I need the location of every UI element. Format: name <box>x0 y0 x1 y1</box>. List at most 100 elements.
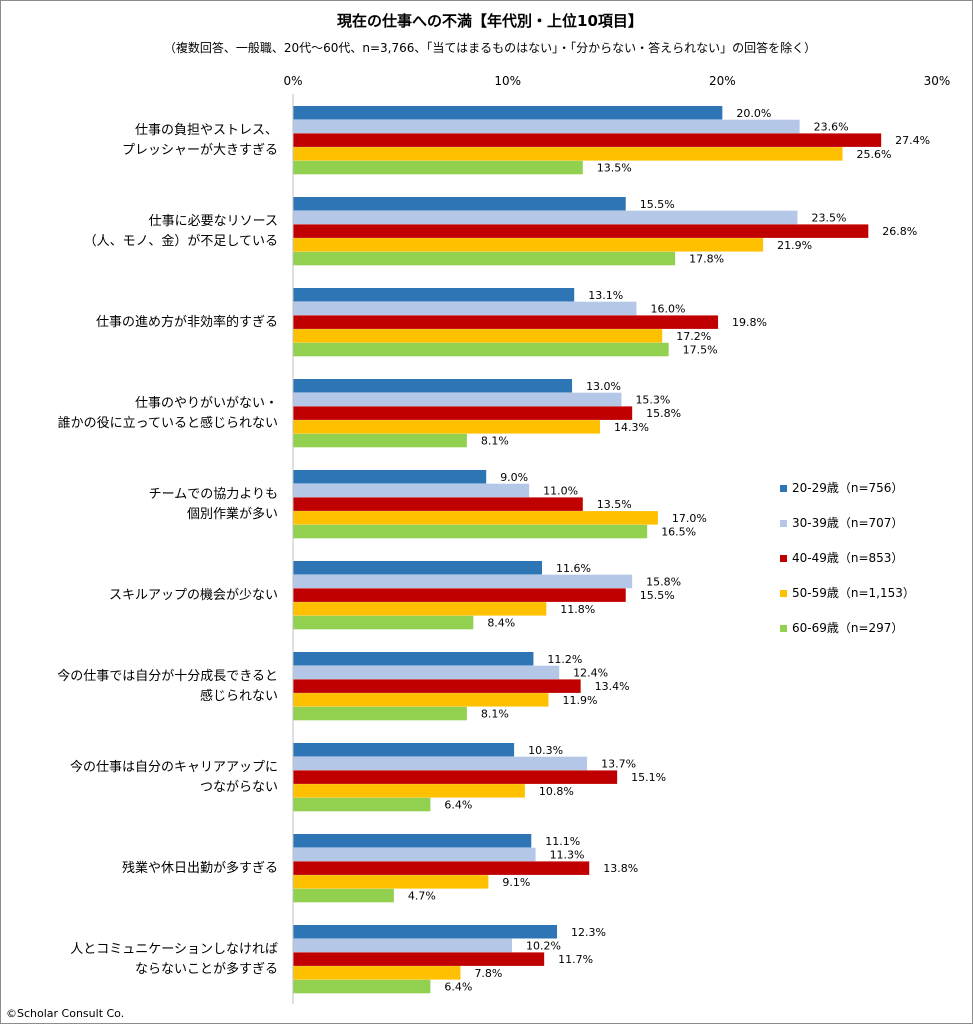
category-label: 仕事のやりがいがない・誰かの役に立っていると感じられない <box>58 396 278 431</box>
category-label-line: 今の仕事では自分が十分成長できると <box>57 668 278 684</box>
bar <box>293 497 583 511</box>
x-tick-label: 0% <box>283 74 302 88</box>
bar <box>293 797 431 812</box>
x-tick-label: 30% <box>924 74 951 88</box>
data-label: 10.3% <box>528 744 563 757</box>
bar <box>293 147 843 161</box>
bar <box>293 615 474 630</box>
legend-label: 50-59歳（n=1,153） <box>792 586 915 600</box>
data-label: 15.8% <box>646 407 681 420</box>
data-label: 15.8% <box>646 575 681 588</box>
data-label: 4.7% <box>408 890 436 903</box>
bar <box>293 524 648 539</box>
legend-swatch <box>780 590 787 597</box>
data-label: 10.2% <box>526 939 561 952</box>
bar <box>293 966 461 980</box>
data-label: 16.0% <box>650 302 685 315</box>
bar <box>293 847 536 862</box>
category-label-line: 人とコミュニケーションしなければ <box>70 942 278 957</box>
bar <box>293 483 530 498</box>
bar <box>293 251 676 266</box>
bar <box>293 574 633 589</box>
legend-label: 60-69歳（n=297） <box>792 621 903 635</box>
bar <box>293 160 583 175</box>
legend-label: 30-39歳（n=707） <box>792 516 903 530</box>
data-labels: 20.0% 15.5% 13.1% 13.0% 9.0% 11.6% 11.2% 10.3% 1… <box>408 107 930 994</box>
data-label: 17.8% <box>689 253 724 266</box>
bar <box>293 952 545 966</box>
category-label-line: 感じられない <box>200 688 278 704</box>
bar <box>293 420 600 434</box>
data-label: 6.4% <box>444 981 472 994</box>
bar <box>293 433 467 448</box>
bar <box>293 133 882 147</box>
bar <box>293 588 626 602</box>
bar <box>293 652 534 666</box>
category-label: 今の仕事は自分のキャリアアップにつながらない <box>70 759 278 795</box>
legend-swatch <box>780 555 787 562</box>
category-label-line: プレッシャーが大きすぎる <box>122 143 278 158</box>
data-label: 8.1% <box>481 435 509 448</box>
bar <box>293 406 633 420</box>
category-label: スキルアップの機会が少ない <box>109 588 278 603</box>
category-label: 残業や休日出勤が多すぎる <box>122 860 278 876</box>
category-label-line: 残業や休日出勤が多すぎる <box>122 860 278 876</box>
data-label: 20.0% <box>736 107 771 120</box>
legend-label: 20-29歳（n=756） <box>792 481 903 495</box>
data-label: 13.7% <box>601 757 636 770</box>
copyright-credit: ©Scholar Consult Co. <box>6 1007 124 1020</box>
data-label: 19.8% <box>732 316 767 329</box>
category-label: チームでの協力よりも個別作業が多い <box>149 487 278 522</box>
bar <box>293 861 590 875</box>
data-label: 12.3% <box>571 926 606 939</box>
data-label: 11.9% <box>562 694 597 707</box>
bar <box>293 392 622 407</box>
bar <box>293 693 549 707</box>
bar <box>293 379 573 393</box>
category-label-line: チームでの協力よりも <box>149 487 278 502</box>
data-label: 13.5% <box>597 162 632 175</box>
bar <box>293 315 719 329</box>
bar <box>293 119 800 134</box>
data-label: 15.3% <box>635 393 670 406</box>
bar <box>293 561 543 575</box>
data-label: 15.5% <box>640 589 675 602</box>
data-label: 11.1% <box>545 835 580 848</box>
category-label-line: 仕事の進め方が非効率的すぎる <box>96 314 278 330</box>
category-label-line: スキルアップの機会が少ない <box>109 588 278 603</box>
category-label: 今の仕事では自分が十分成長できると感じられない <box>57 668 278 704</box>
chart-subtitle: （複数回答、一般職、20代～60代、n=3,766、「当てはまるものはない」・「… <box>164 40 816 55</box>
data-label: 14.3% <box>614 421 649 434</box>
bar <box>293 210 798 225</box>
data-label: 13.8% <box>603 862 638 875</box>
category-label-line: 仕事の負担やストレス、 <box>135 123 278 138</box>
bar <box>293 342 669 357</box>
category-label: 人とコミュニケーションしなければならないことが多すぎる <box>70 942 278 977</box>
category-label-line: （人、モノ、金）が不足している <box>84 233 278 249</box>
category-label-line: 仕事のやりがいがない・ <box>135 396 278 411</box>
data-label: 9.1% <box>502 876 530 889</box>
legend-label: 40-49歳（n=853） <box>792 551 903 565</box>
bar <box>293 301 637 316</box>
category-label: 仕事に必要なリソース （人、モノ、金）が不足している <box>84 214 278 249</box>
bar <box>293 784 525 798</box>
category-label-line: 今の仕事は自分のキャリアアップに <box>70 759 278 775</box>
bar <box>293 602 547 616</box>
data-label: 11.0% <box>543 484 578 497</box>
bar <box>293 197 626 211</box>
x-tick-label: 20% <box>709 74 736 88</box>
data-label: 15.5% <box>640 198 675 211</box>
legend: 20-29歳（n=756） 30-39歳（n=707） 40-49歳（n=853） 5… <box>780 481 915 635</box>
data-label: 17.2% <box>676 330 711 343</box>
category-label-line: 仕事に必要なリソース <box>149 214 278 229</box>
bar <box>293 834 532 848</box>
data-label: 16.5% <box>661 526 696 539</box>
data-label: 13.4% <box>595 680 630 693</box>
bar <box>293 979 431 994</box>
data-label: 15.1% <box>631 771 666 784</box>
data-label: 11.2% <box>547 653 582 666</box>
bar <box>293 511 658 525</box>
bar <box>293 875 489 889</box>
data-label: 13.5% <box>597 498 632 511</box>
